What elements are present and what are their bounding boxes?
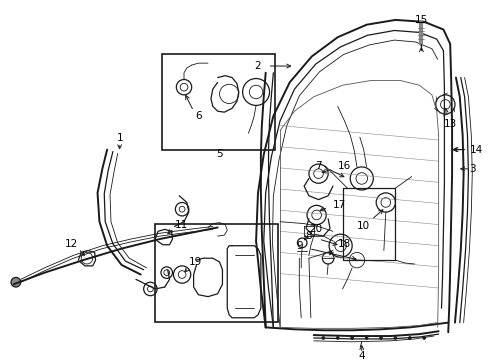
Text: 17: 17 [332, 201, 346, 210]
Text: 14: 14 [468, 145, 482, 155]
Circle shape [379, 337, 382, 339]
Text: 11: 11 [174, 220, 187, 230]
Text: 9: 9 [295, 241, 302, 251]
Text: 6: 6 [195, 111, 202, 121]
Text: 18: 18 [337, 239, 350, 249]
Circle shape [393, 337, 396, 339]
Text: 13: 13 [443, 119, 456, 129]
Circle shape [11, 278, 20, 287]
Bar [155, 224, 278, 321]
Text: 20: 20 [308, 224, 322, 234]
Circle shape [336, 337, 339, 339]
Circle shape [350, 337, 353, 339]
Text: 16: 16 [337, 161, 350, 171]
Text: 1: 1 [116, 133, 122, 143]
Text: 3: 3 [468, 164, 475, 174]
Text: 10: 10 [356, 221, 369, 231]
Text: 12: 12 [65, 239, 78, 249]
Circle shape [407, 337, 410, 339]
Circle shape [321, 337, 324, 339]
Text: 4: 4 [358, 351, 365, 360]
Text: 7: 7 [315, 161, 321, 171]
Text: 8: 8 [305, 231, 312, 241]
Text: 5: 5 [216, 149, 223, 159]
Bar [162, 54, 275, 150]
Circle shape [422, 337, 425, 339]
Circle shape [365, 337, 367, 339]
Text: 15: 15 [414, 15, 427, 25]
Text: 2: 2 [254, 61, 261, 71]
Text: 19: 19 [188, 257, 202, 267]
